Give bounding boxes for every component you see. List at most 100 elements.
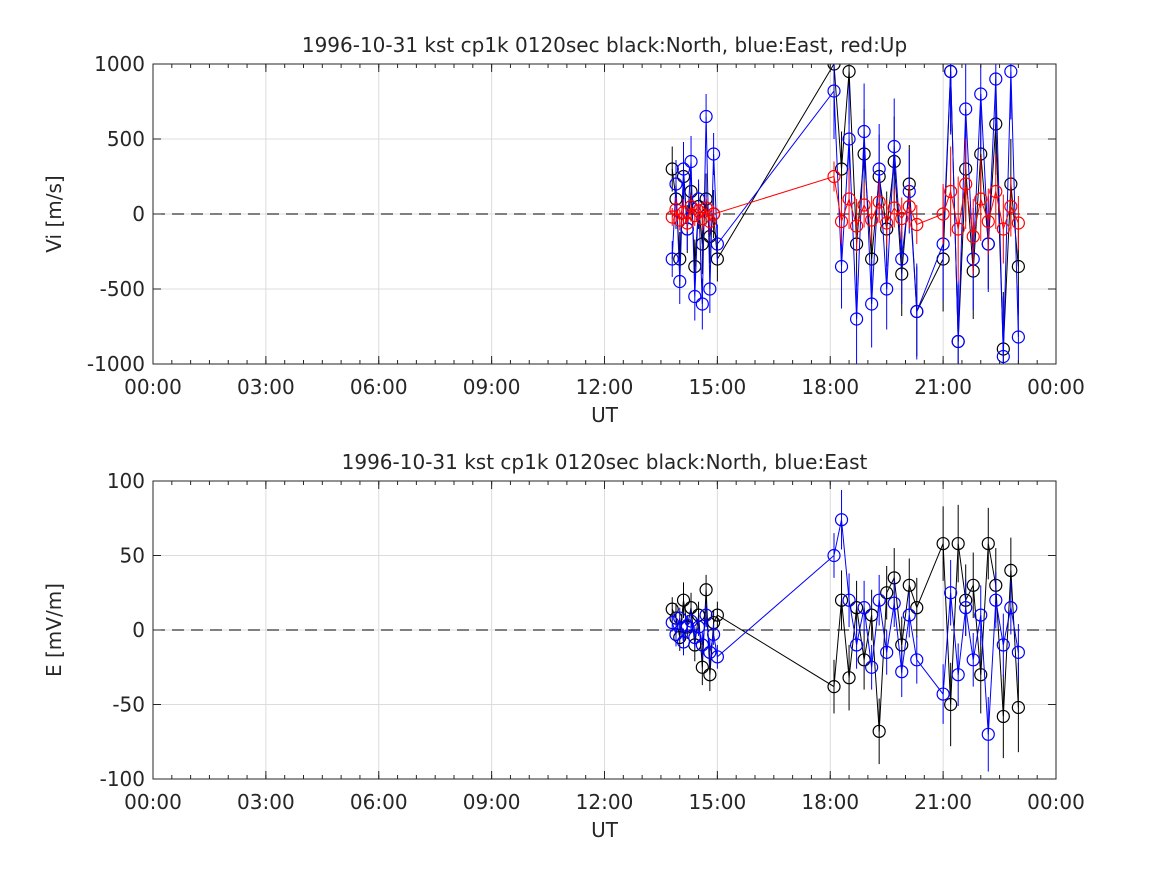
- velocity-data-point-east: [695, 297, 709, 311]
- velocity-x-axis-label: UT: [591, 403, 619, 427]
- velocity-y-tick-label: 500: [107, 127, 145, 151]
- efield-data-point-east: [872, 593, 886, 607]
- efield-series-east: [665, 489, 1025, 772]
- velocity-data-point-up: [688, 208, 702, 223]
- velocity-data-point-east: [1004, 64, 1018, 79]
- velocity-data-point-up: [857, 198, 871, 212]
- efield-data-point-east: [966, 653, 980, 667]
- velocity-data-point-up: [849, 219, 864, 233]
- efield-data-point-east: [699, 608, 713, 622]
- efield-data-point-east: [880, 645, 894, 659]
- efield-data-point-north: [857, 653, 871, 667]
- velocity-data-point-east: [951, 334, 965, 349]
- velocity-x-tick-label: 00:00: [1027, 375, 1085, 399]
- velocity-data-point-east: [895, 252, 909, 266]
- velocity-x-tick-label: 00:00: [124, 375, 182, 399]
- efield-data-point-north: [673, 630, 687, 645]
- velocity-data-point-up: [910, 217, 924, 232]
- velocity-data-point-east: [665, 252, 679, 266]
- efield-x-tick-label: 03:00: [237, 790, 295, 814]
- efield-data-point-east: [996, 638, 1010, 652]
- efield-data-point-north: [695, 660, 709, 674]
- velocity-ticks: 00:00 03:00 06:00 09:00 12:00 15:00 18:00 21:00…: [87, 52, 1085, 399]
- efield-x-tick-label: 18:00: [801, 790, 859, 814]
- efield-data-point-east: [989, 593, 1003, 607]
- efield-data-point-east: [1004, 601, 1018, 615]
- velocity-data-point-up: [703, 214, 717, 229]
- efield-x-tick-label: 15:00: [689, 790, 747, 814]
- velocity-y-axis-label: Vi [m/s]: [42, 175, 66, 252]
- efield-data-point-east: [1011, 645, 1025, 659]
- velocity-data-point-north: [665, 162, 679, 176]
- efield-x-tick-label: 00:00: [124, 790, 182, 814]
- efield-data-point-north: [951, 536, 965, 551]
- velocity-x-tick-label: 21:00: [914, 375, 972, 399]
- velocity-data-point-east: [676, 162, 691, 176]
- velocity-series-east: [665, 64, 1025, 364]
- velocity-data-point-up: [951, 222, 965, 236]
- velocity-data-point-up: [944, 184, 958, 199]
- velocity-data-point-east: [669, 177, 683, 191]
- efield-y-tick-label: -100: [100, 767, 145, 791]
- velocity-y-tick-label: -500: [100, 277, 145, 301]
- efield-data-point-north: [710, 608, 724, 622]
- velocity-data-point-up: [691, 204, 706, 218]
- efield-data: [665, 489, 1025, 772]
- efield-data-point-east: [849, 638, 864, 652]
- efield-data-point-north: [1004, 563, 1018, 578]
- efield-data-point-east: [974, 608, 988, 622]
- velocity-y-tick-label: 1000: [94, 52, 145, 76]
- velocity-y-tick-label: -1000: [87, 352, 145, 376]
- efield-data-point-east: [865, 660, 879, 674]
- efield-data-point-east: [842, 593, 856, 607]
- velocity-data-point-east: [673, 274, 687, 289]
- efield-x-tick-label: 09:00: [463, 790, 521, 814]
- efield-data-point-east: [902, 608, 916, 622]
- velocity-data-point-east: [944, 64, 958, 79]
- efield-data-point-north: [996, 709, 1010, 724]
- velocity-data-point-up: [665, 210, 679, 224]
- efield-data-point-east: [981, 727, 995, 741]
- efield-data-point-east: [707, 627, 721, 642]
- velocity-data-point-east: [688, 289, 702, 304]
- velocity-data-point-up: [1011, 216, 1025, 230]
- efield-data-point-north: [974, 668, 988, 682]
- efield-data-point-east: [959, 601, 973, 615]
- efield-data-point-east: [936, 687, 950, 701]
- efield-data-point-north: [676, 593, 691, 607]
- efield-x-tick-label: 06:00: [350, 790, 408, 814]
- velocity-data-point-east: [887, 139, 901, 154]
- efield-chart-title: 1996-10-31 kst cp1k 0120sec black:North,…: [342, 450, 868, 474]
- velocity-x-tick-label: 18:00: [801, 375, 859, 399]
- velocity-data-point-east: [1011, 330, 1025, 344]
- velocity-data-point-east: [959, 102, 973, 116]
- velocity-data-point-east: [996, 349, 1010, 364]
- efield-data-point-east: [703, 645, 717, 659]
- velocity-data: [665, 64, 1025, 364]
- efield-data-point-north: [872, 724, 886, 738]
- efield-data-point-east: [887, 596, 901, 610]
- efield-y-axis-label: E [mV/m]: [42, 583, 66, 677]
- velocity-data-point-north: [1011, 259, 1025, 274]
- velocity-data-point-up: [902, 199, 916, 214]
- velocity-data-point-up: [887, 201, 901, 215]
- velocity-data-point-up: [827, 169, 841, 184]
- efield-data-point-north: [703, 668, 717, 682]
- efield-x-tick-label: 12:00: [576, 790, 634, 814]
- velocity-x-tick-label: 15:00: [689, 375, 747, 399]
- velocity-data-point-east: [910, 304, 924, 319]
- efield-data-point-east: [834, 513, 849, 527]
- efield-data-point-north: [902, 578, 916, 592]
- velocity-x-tick-label: 06:00: [350, 375, 408, 399]
- velocity-data-point-east: [684, 154, 698, 169]
- velocity-data-point-east: [872, 162, 886, 176]
- efield-x-axis-label: UT: [591, 818, 619, 842]
- velocity-data-point-east: [842, 132, 856, 146]
- efield-data-point-north: [834, 593, 849, 607]
- velocity-data-point-up: [959, 177, 973, 191]
- velocity-data-point-up: [974, 192, 988, 206]
- velocity-data-point-east: [707, 147, 721, 161]
- velocity-data-point-east: [849, 312, 864, 326]
- efield-data-point-north: [1011, 700, 1025, 715]
- velocity-data-point-up: [936, 207, 950, 221]
